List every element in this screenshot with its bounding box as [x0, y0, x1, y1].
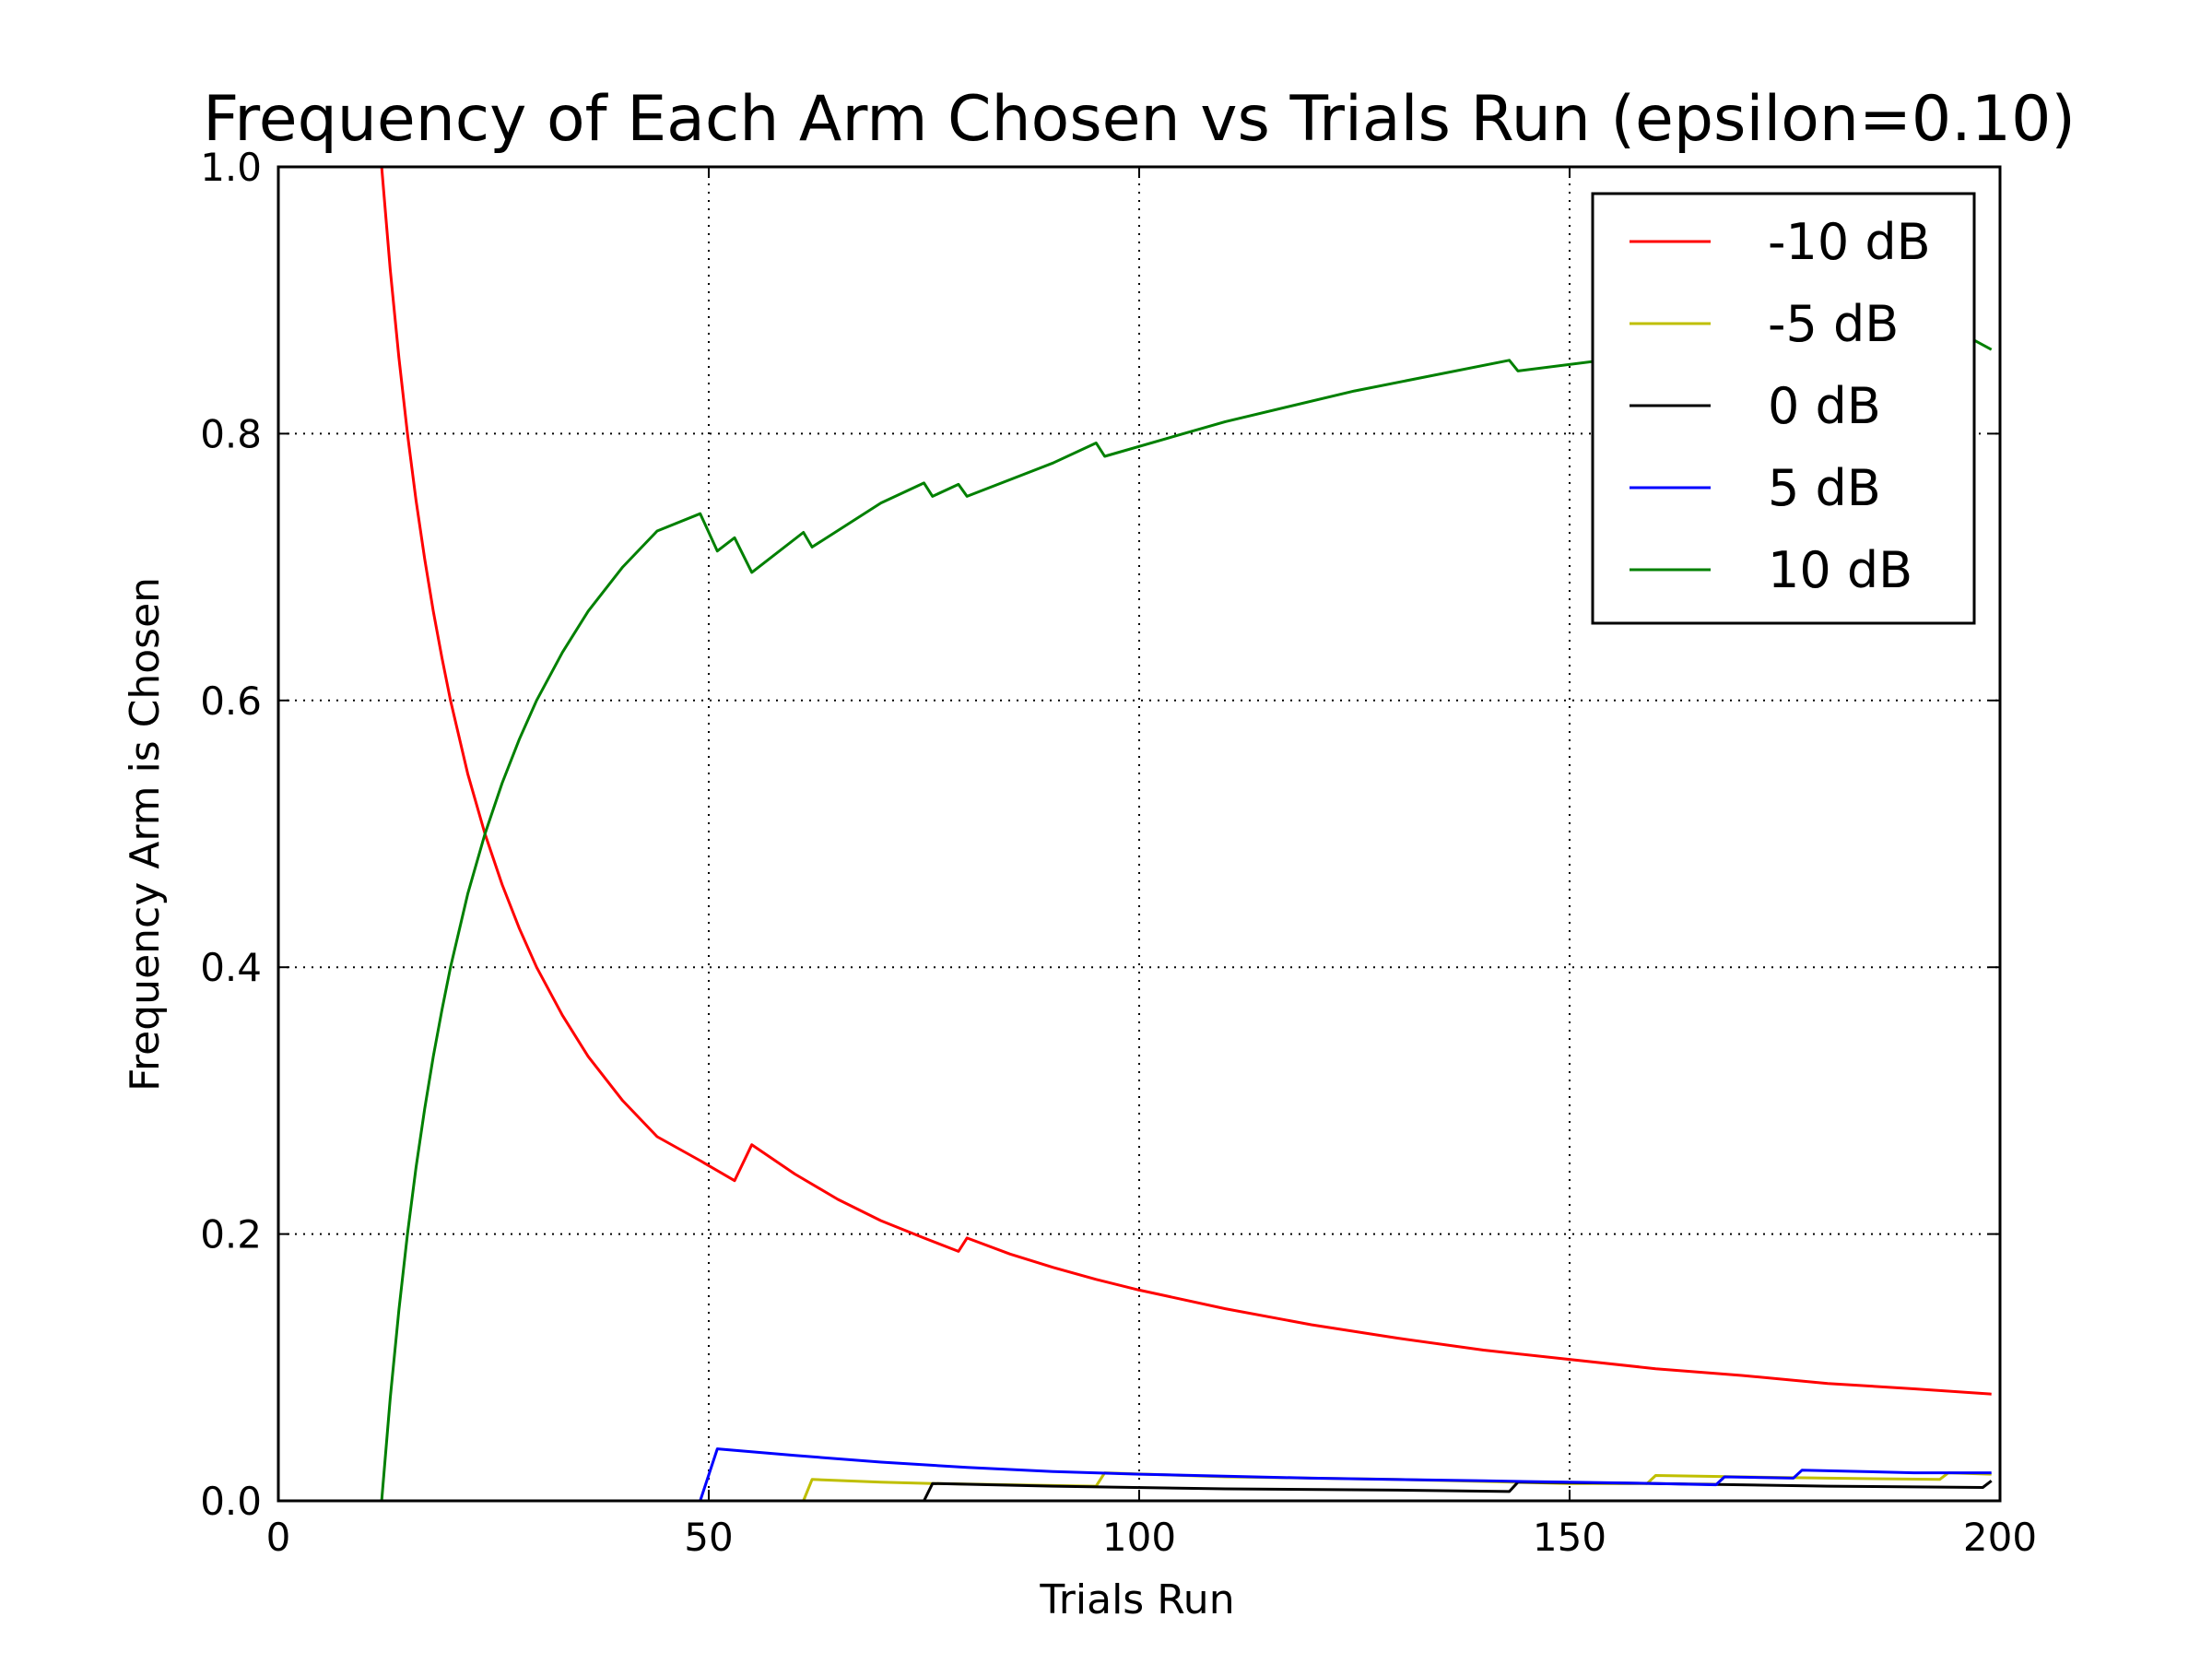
y-axis-label: Frequency Arm is Chosen — [122, 577, 169, 1092]
series-lines — [278, 166, 1993, 1503]
y-tick-label: 1.0 — [200, 145, 262, 190]
legend-label: -5 dB — [1768, 295, 1899, 353]
legend-label: 0 dB — [1768, 377, 1881, 435]
axis-ticks: 0 50 100 150 200 0.0 0.2 0.4 0.6 0.8 1.0 — [200, 145, 2037, 1560]
y-tick-label: 0.6 — [200, 679, 262, 724]
x-axis-label: Trials Run — [1039, 1576, 1234, 1623]
x-tick-label: 200 — [1963, 1515, 2037, 1560]
y-tick-label: 0.2 — [200, 1212, 262, 1257]
legend-box — [1591, 192, 1976, 625]
y-tick-label: 0.4 — [200, 945, 262, 990]
legend-label: 10 dB — [1768, 541, 1912, 599]
series-line-10-db — [380, 338, 1993, 1502]
x-tick-label: 50 — [684, 1515, 733, 1560]
legend-label: -10 dB — [1768, 213, 1931, 271]
x-tick-label: 100 — [1102, 1515, 1176, 1560]
series-line-5-db — [278, 1447, 1992, 1503]
x-tick-label: 0 — [266, 1515, 291, 1560]
chart-title: Frequency of Each Arm Chosen vs Trials R… — [203, 83, 2076, 156]
series-line-0-db — [278, 1480, 1993, 1503]
y-tick-label: 0.0 — [200, 1479, 262, 1524]
x-tick-label: 150 — [1533, 1515, 1606, 1560]
series-line-minus-10-db — [380, 166, 1992, 1396]
legend-label: 5 dB — [1768, 459, 1881, 517]
legend: -10 dB -5 dB 0 dB 5 dB 10 dB — [1591, 192, 1976, 625]
y-tick-label: 0.8 — [200, 411, 262, 456]
